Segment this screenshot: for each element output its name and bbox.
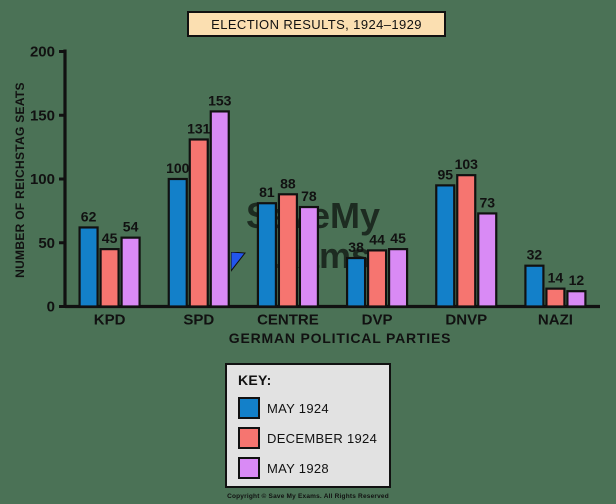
svg-text:153: 153 [208, 92, 232, 108]
svg-text:32: 32 [527, 247, 543, 263]
svg-text:CENTRE: CENTRE [257, 312, 319, 329]
svg-text:100: 100 [166, 160, 190, 176]
svg-text:44: 44 [369, 231, 385, 247]
svg-text:81: 81 [259, 184, 275, 200]
svg-text:103: 103 [455, 156, 479, 172]
svg-text:73: 73 [479, 194, 495, 210]
svg-text:78: 78 [301, 188, 317, 204]
svg-text:NAZI: NAZI [538, 312, 573, 329]
svg-text:45: 45 [390, 230, 406, 246]
svg-text:200: 200 [30, 44, 55, 61]
svg-text:45: 45 [102, 230, 118, 246]
svg-text:SPD: SPD [183, 312, 214, 329]
svg-text:0: 0 [47, 299, 55, 316]
svg-text:14: 14 [548, 270, 564, 286]
svg-text:62: 62 [81, 208, 97, 224]
svg-text:38: 38 [348, 239, 364, 255]
svg-text:50: 50 [38, 235, 55, 252]
svg-text:KPD: KPD [94, 312, 126, 329]
svg-text:131: 131 [187, 120, 211, 136]
svg-text:100: 100 [30, 171, 55, 188]
svg-text:88: 88 [280, 175, 296, 191]
svg-text:12: 12 [569, 272, 585, 288]
svg-text:DNVP: DNVP [445, 312, 487, 329]
svg-text:95: 95 [437, 166, 453, 182]
svg-text:150: 150 [30, 107, 55, 124]
svg-text:54: 54 [123, 219, 139, 235]
svg-text:DVP: DVP [362, 312, 393, 329]
